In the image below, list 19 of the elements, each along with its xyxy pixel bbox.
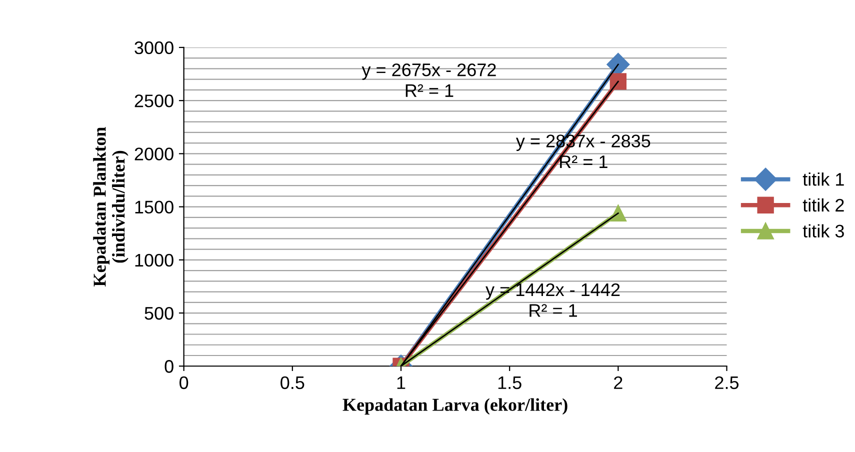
x-tick-label: 1.5 bbox=[498, 376, 522, 390]
y-tick-label: 2000 bbox=[134, 148, 174, 160]
x-axis-title: Kepadatan Larva (ekor/liter) bbox=[342, 398, 568, 415]
y-tick-label: 0 bbox=[164, 360, 174, 373]
y-tick-label: 1500 bbox=[135, 200, 174, 214]
y-tick-label: 3000 bbox=[134, 41, 174, 54]
x-tick-label: 2.5 bbox=[715, 376, 739, 390]
y-tick-label: 1000 bbox=[135, 254, 174, 267]
x-tick-label: 0 bbox=[180, 376, 188, 390]
x-tick-label: 0.5 bbox=[280, 376, 304, 390]
x-tick-label: 1 bbox=[397, 376, 406, 389]
y-axis-title: Kepadatan Plankton (individu/liter) bbox=[93, 127, 128, 286]
x-tick-label: 2 bbox=[614, 376, 622, 389]
annotation: y = 2675x - 2672 R² = 1 bbox=[362, 63, 496, 97]
legend-label: titik 1 bbox=[802, 172, 844, 186]
y-tick-label: 500 bbox=[144, 306, 174, 320]
legend-label: titik 2 bbox=[802, 198, 844, 212]
y-tick-label: 2500 bbox=[134, 94, 174, 108]
legend-label: titik 3 bbox=[802, 224, 844, 238]
